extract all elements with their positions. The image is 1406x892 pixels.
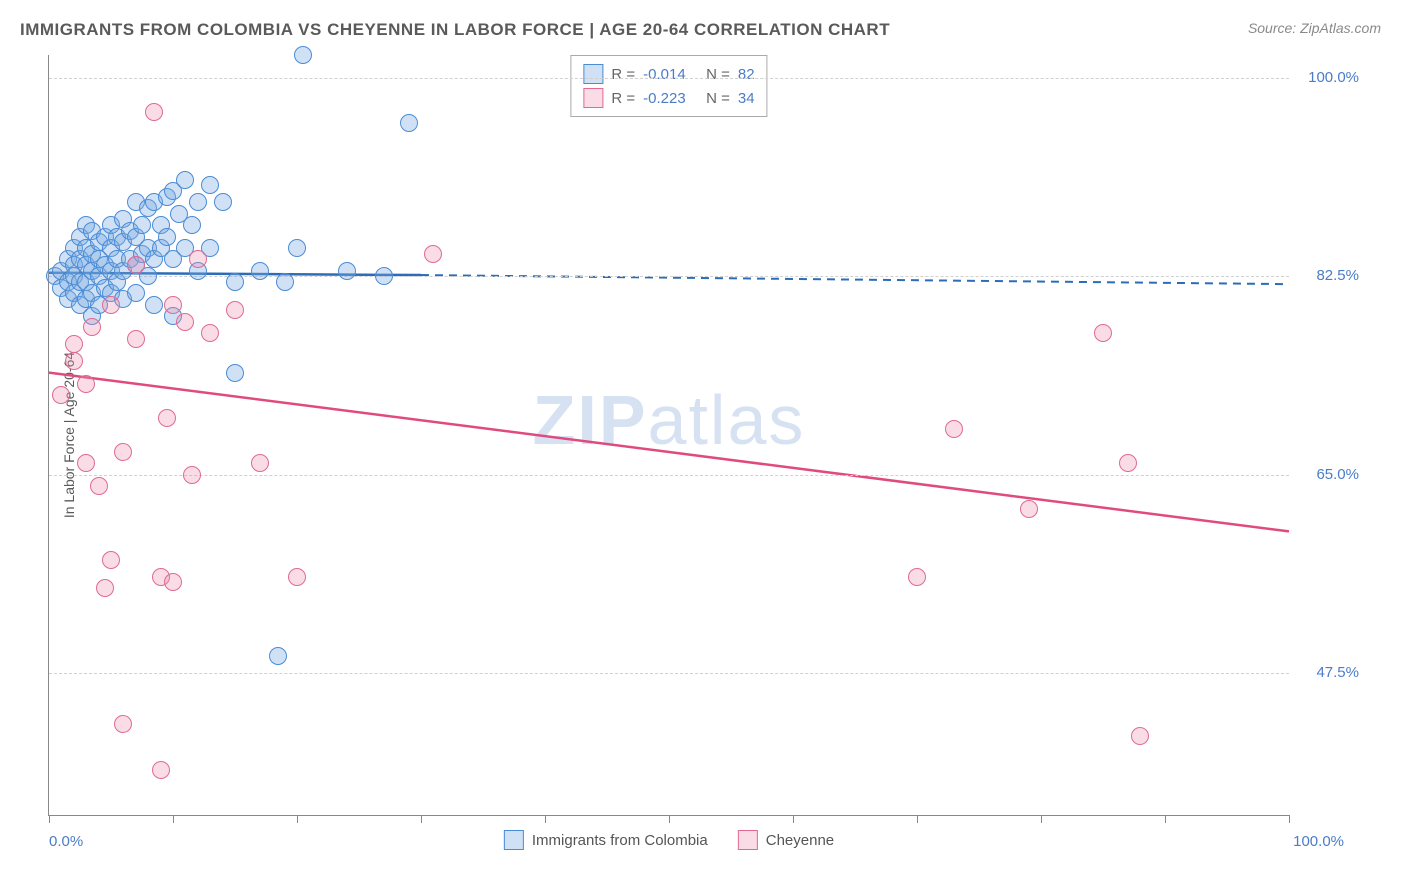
data-point [96,579,114,597]
data-point [158,228,176,246]
x-tick [421,815,422,823]
legend-stats-box: R = -0.014 N = 82 R = -0.223 N = 34 [570,55,767,117]
legend-R-label: R = [611,90,635,107]
x-tick [297,815,298,823]
data-point [164,573,182,591]
data-point [52,386,70,404]
data-point [375,267,393,285]
legend-R-label: R = [611,66,635,83]
data-point [214,193,232,211]
legend-swatch [583,88,603,108]
data-point [226,364,244,382]
data-point [114,715,132,733]
y-tick-label: 100.0% [1308,69,1359,86]
data-point [226,273,244,291]
chart-plot-area: In Labor Force | Age 20-64 ZIPatlas R =-… [48,55,1289,816]
gridline [49,475,1289,476]
data-point [276,273,294,291]
legend-series-label: Immigrants from Colombia [532,832,708,849]
x-tick [917,815,918,823]
y-tick-label: 82.5% [1316,267,1359,284]
chart-title: IMMIGRANTS FROM COLOMBIA VS CHEYENNE IN … [20,20,890,40]
data-point [400,114,418,132]
data-point [294,46,312,64]
data-point [1094,324,1112,342]
legend-R-value: -0.223 [643,90,698,107]
x-tick [793,815,794,823]
data-point [183,466,201,484]
data-point [1131,727,1149,745]
data-point [102,296,120,314]
data-point [65,335,83,353]
data-point [77,375,95,393]
trend-lines-svg [49,55,1289,815]
data-point [127,330,145,348]
data-point [183,216,201,234]
data-point [127,284,145,302]
data-point [90,477,108,495]
data-point [65,352,83,370]
data-point [189,250,207,268]
x-tick [1165,815,1166,823]
data-point [164,296,182,314]
data-point [114,443,132,461]
trend-line [49,373,1289,532]
data-point [201,176,219,194]
legend-stat-row: R = -0.223 N = 34 [583,86,754,110]
data-point [908,568,926,586]
x-axis-max-label: 100.0% [1293,833,1344,850]
legend-N-value: 34 [738,90,755,107]
y-tick-label: 47.5% [1316,664,1359,681]
legend-swatch [738,830,758,850]
data-point [424,245,442,263]
legend-N-label: N = [706,90,730,107]
x-tick [173,815,174,823]
data-point [288,239,306,257]
x-tick [669,815,670,823]
data-point [133,216,151,234]
data-point [152,761,170,779]
legend-series-label: Cheyenne [766,832,834,849]
legend-series-item: Immigrants from Colombia [504,830,708,850]
data-point [338,262,356,280]
legend-stat-row: R = -0.014 N = 82 [583,62,754,86]
legend-swatch [583,64,603,84]
x-tick [49,815,50,823]
data-point [77,454,95,472]
data-point [158,409,176,427]
x-tick [1289,815,1290,823]
legend-N-value: 82 [738,66,755,83]
gridline [49,78,1289,79]
data-point [145,296,163,314]
data-point [145,103,163,121]
y-axis-label: In Labor Force | Age 20-64 [61,352,77,518]
data-point [288,568,306,586]
data-point [127,256,145,274]
data-point [251,454,269,472]
legend-series-item: Cheyenne [738,830,834,850]
data-point [201,324,219,342]
legend-swatch [504,830,524,850]
source-label: Source: ZipAtlas.com [1248,20,1381,36]
data-point [1119,454,1137,472]
x-tick [1041,815,1042,823]
y-tick-label: 65.0% [1316,466,1359,483]
x-axis-min-label: 0.0% [49,833,83,850]
data-point [176,171,194,189]
data-point [269,647,287,665]
legend-N-label: N = [706,66,730,83]
watermark: ZIPatlas [533,380,806,460]
data-point [1020,500,1038,518]
legend-series: Immigrants from Colombia Cheyenne [504,830,834,850]
data-point [189,193,207,211]
gridline [49,673,1289,674]
data-point [83,318,101,336]
legend-R-value: -0.014 [643,66,698,83]
x-tick [545,815,546,823]
data-point [226,301,244,319]
data-point [102,551,120,569]
data-point [251,262,269,280]
data-point [945,420,963,438]
data-point [176,313,194,331]
